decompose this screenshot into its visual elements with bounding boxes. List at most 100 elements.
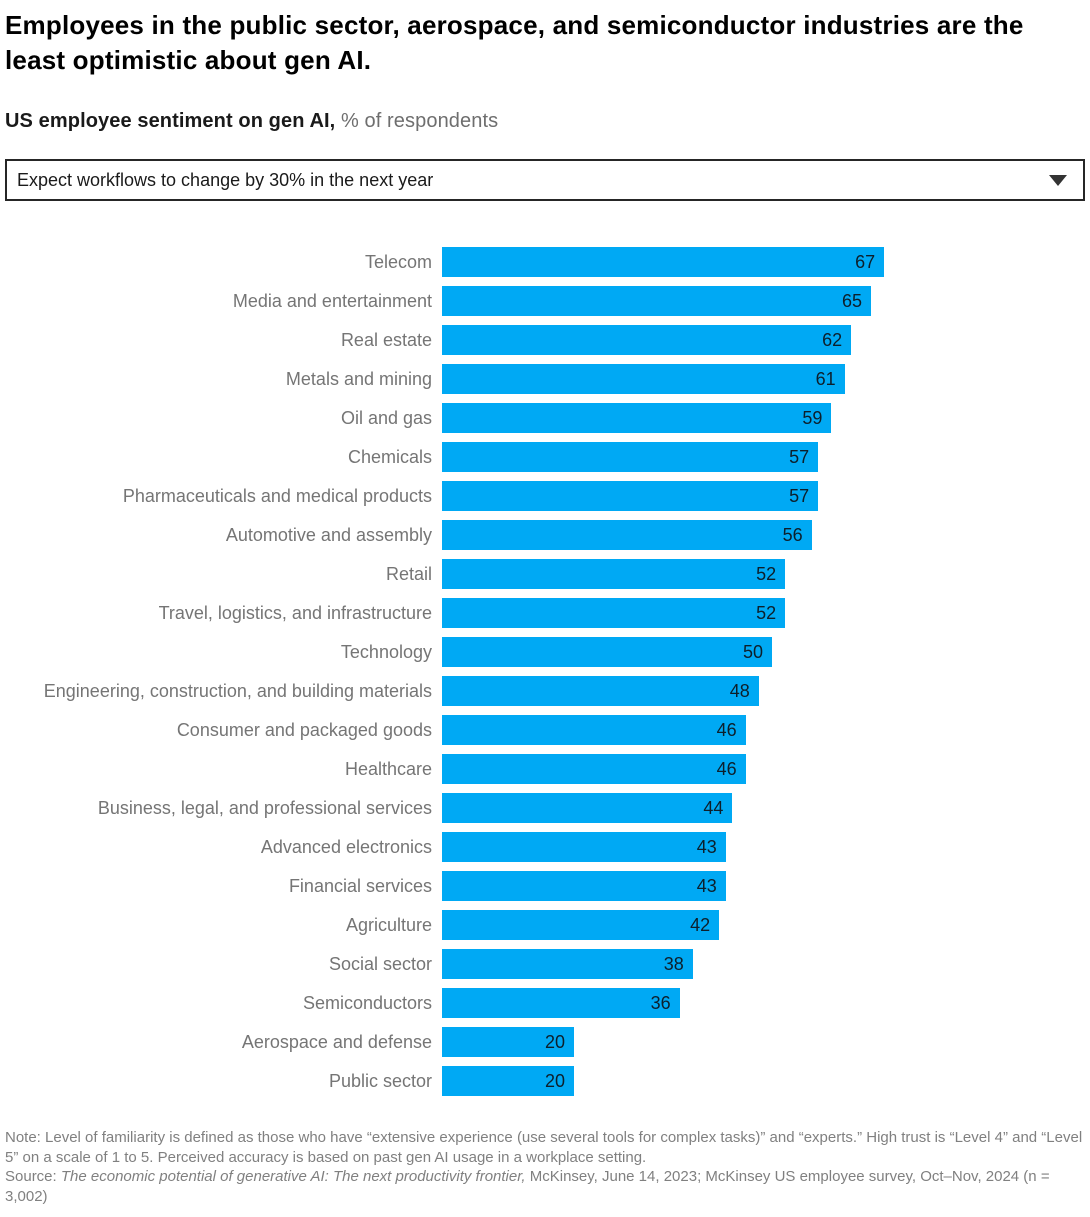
value-label: 50 — [742, 641, 763, 662]
category-label: Social sector — [328, 953, 432, 974]
bar-row: Pharmaceuticals and medical products 57 — [5, 481, 1085, 512]
category-label: Automotive and assembly — [225, 524, 432, 545]
bar-row: Healthcare 46 — [5, 754, 1085, 785]
bar: 50 — [442, 637, 772, 668]
bar-row: Semiconductors 36 — [5, 988, 1085, 1019]
value-label: 59 — [802, 407, 823, 428]
bar-row: Public sector 20 — [5, 1066, 1085, 1097]
source-prefix: Source: — [5, 1168, 61, 1186]
value-label: 42 — [690, 914, 711, 935]
value-label: 36 — [650, 992, 671, 1013]
bar: 65 — [442, 286, 871, 317]
bar: 36 — [442, 988, 680, 1019]
bar-row: Media and entertainment 65 — [5, 286, 1085, 317]
value-label: 48 — [729, 680, 750, 701]
value-label: 43 — [696, 836, 717, 857]
page-title: Employees in the public sector, aerospac… — [5, 10, 1024, 75]
value-label: 52 — [756, 563, 777, 584]
value-label: 62 — [822, 329, 843, 350]
category-label: Pharmaceuticals and medical products — [122, 485, 432, 506]
bar-row: Metals and mining 61 — [5, 364, 1085, 395]
footnote: Note: Level of familiarity is defined as… — [5, 1128, 1085, 1206]
bar-row: Advanced electronics 43 — [5, 832, 1085, 863]
value-label: 20 — [544, 1070, 565, 1091]
value-label: 20 — [544, 1031, 565, 1052]
category-label: Financial services — [288, 875, 432, 896]
category-label: Oil and gas — [340, 407, 432, 428]
bar: 61 — [442, 364, 845, 395]
bar-row: Technology 50 — [5, 637, 1085, 668]
value-label: 56 — [782, 524, 803, 545]
bar-row: Agriculture 42 — [5, 910, 1085, 941]
chart-subtitle-bold: US employee sentiment on gen AI, — [5, 110, 336, 133]
value-label: 65 — [841, 290, 862, 311]
category-label: Business, legal, and professional servic… — [97, 797, 432, 818]
bar: 62 — [442, 325, 852, 356]
metric-dropdown-value: Expect workflows to change by 30% in the… — [17, 169, 434, 190]
bar: 46 — [442, 715, 746, 746]
value-label: 57 — [789, 485, 810, 506]
bar: 38 — [442, 949, 693, 980]
category-label: Retail — [385, 563, 432, 584]
bar: 67 — [442, 247, 885, 278]
bar: 59 — [442, 403, 832, 434]
source-rest: McKinsey, June 14, 2023; McKinsey US emp… — [5, 1168, 1050, 1205]
bar: 57 — [442, 481, 819, 512]
bar-row: Engineering, construction, and building … — [5, 676, 1085, 707]
bar: 43 — [442, 832, 726, 863]
bar: 20 — [442, 1066, 574, 1097]
bar: 52 — [442, 559, 786, 590]
metric-dropdown[interactable]: Expect workflows to change by 30% in the… — [5, 159, 1085, 202]
value-label: 43 — [696, 875, 717, 896]
value-label: 52 — [756, 602, 777, 623]
value-label: 38 — [663, 953, 684, 974]
category-label: Agriculture — [345, 914, 432, 935]
bar: 46 — [442, 754, 746, 785]
value-label: 44 — [703, 797, 724, 818]
bar-row: Travel, logistics, and infrastructure 52 — [5, 598, 1085, 629]
bar: 52 — [442, 598, 786, 629]
bar-chart: Telecom 67 Media and entertainment 65 Real e… — [5, 247, 1085, 1097]
category-label: Advanced electronics — [260, 836, 432, 857]
bar: 56 — [442, 520, 812, 551]
chart-subtitle: US employee sentiment on gen AI, % of re… — [5, 110, 1085, 133]
category-label: Media and entertainment — [232, 290, 432, 311]
category-label: Public sector — [328, 1070, 432, 1091]
bar-row: Consumer and packaged goods 46 — [5, 715, 1085, 746]
category-label: Aerospace and defense — [241, 1031, 432, 1052]
bar-row: Oil and gas 59 — [5, 403, 1085, 434]
bar-row: Automotive and assembly 56 — [5, 520, 1085, 551]
source-title: The economic potential of generative AI:… — [60, 1168, 526, 1186]
bar-row: Real estate 62 — [5, 325, 1085, 356]
category-label: Consumer and packaged goods — [176, 719, 432, 740]
caret-down-icon — [1049, 174, 1067, 186]
category-label: Technology — [340, 641, 432, 662]
category-label: Engineering, construction, and building … — [43, 680, 432, 701]
bar-row: Financial services 43 — [5, 871, 1085, 902]
category-label: Semiconductors — [302, 992, 432, 1013]
bar: 43 — [442, 871, 726, 902]
bar-row: Business, legal, and professional servic… — [5, 793, 1085, 824]
chart-subtitle-unit: % of respondents — [335, 110, 499, 133]
category-label: Real estate — [340, 329, 432, 350]
category-label: Telecom — [364, 251, 432, 272]
bar: 44 — [442, 793, 733, 824]
bar-row: Telecom 67 — [5, 247, 1085, 278]
bar-row: Retail 52 — [5, 559, 1085, 590]
bar-row: Social sector 38 — [5, 949, 1085, 980]
category-label: Chemicals — [347, 446, 432, 467]
category-label: Healthcare — [344, 758, 432, 779]
value-label: 67 — [855, 251, 876, 272]
bar-row: Chemicals 57 — [5, 442, 1085, 473]
note-text: Note: Level of familiarity is defined as… — [5, 1129, 1083, 1166]
category-label: Metals and mining — [285, 368, 432, 389]
value-label: 46 — [716, 758, 737, 779]
bar: 20 — [442, 1027, 574, 1058]
source-text: Source: The economic potential of genera… — [5, 1167, 1085, 1206]
bar-row: Aerospace and defense 20 — [5, 1027, 1085, 1058]
value-label: 61 — [815, 368, 836, 389]
value-label: 57 — [789, 446, 810, 467]
bar: 42 — [442, 910, 720, 941]
bar: 57 — [442, 442, 819, 473]
